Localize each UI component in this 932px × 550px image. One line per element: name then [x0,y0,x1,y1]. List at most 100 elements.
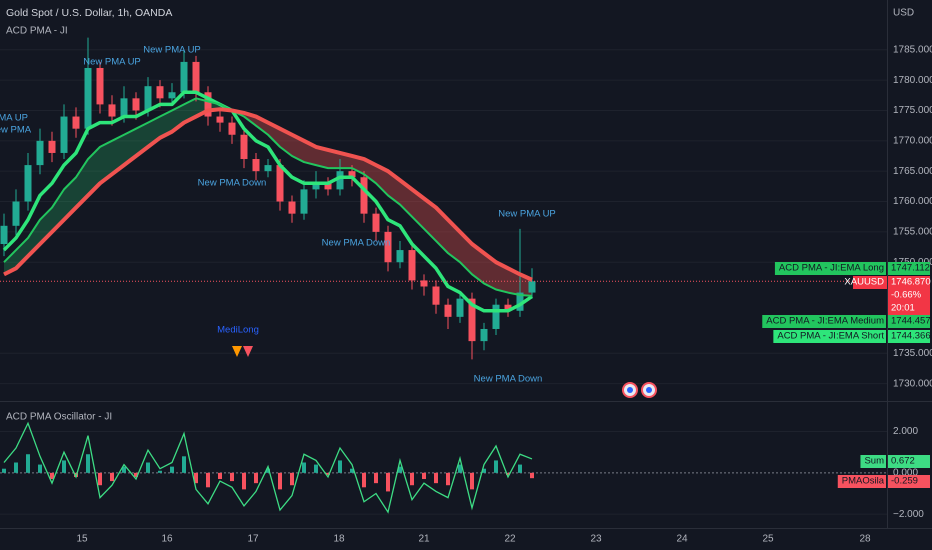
histogram-bar [206,472,210,488]
histogram-bar [278,472,282,490]
label-box [773,330,886,343]
signal-triangle [232,346,242,357]
candle-body [360,177,368,214]
candle-body [408,250,416,281]
value-label: 1747.112 [891,263,930,274]
label-box [853,276,887,289]
ema-band [88,146,100,196]
candle-body [240,134,248,160]
label-box [762,315,886,328]
x-tick-label: 23 [590,534,602,545]
event-icon[interactable] [622,382,638,398]
y-tick-label: 1775.000 [893,105,932,116]
label-box [888,276,930,316]
label-box [860,455,886,468]
candle-body [72,116,80,129]
candle-body [108,104,116,117]
histogram-bar [362,472,366,488]
countdown-label: 20:01 [891,303,915,314]
ema-band [160,110,172,138]
ema-band [76,159,88,208]
annotation: MediLong [217,325,259,336]
annotation: PMA UP [0,113,28,124]
signal-triangle [243,346,253,357]
candle-body [0,225,8,245]
candle-body [96,67,104,105]
histogram-bar [386,472,390,492]
annotation: New PMA Down [198,178,267,189]
candle-body [228,122,236,135]
y-tick-label: 0.000 [893,467,918,478]
ema-band [472,244,484,284]
change-label: -0.66% [891,290,922,301]
histogram-bar [50,472,54,480]
histogram-bar [434,472,438,484]
series-name-label: PMAOsila [842,476,885,487]
histogram-bar [110,472,114,482]
x-tick-label: 22 [504,534,516,545]
annotation: New PMA Down [322,238,391,249]
candle-body [60,116,68,153]
ema-band [280,128,292,156]
candle-body [288,201,296,214]
ema-band [316,146,328,169]
candle-body [48,140,56,153]
histogram-bar [290,472,294,486]
histogram-bar [254,472,258,484]
candle-body [24,165,32,202]
plot-area: 1785.000 1780.000 1775.000 1770.000 1765.000… [0,37,932,520]
histogram-bar [62,460,66,473]
candle-body [300,189,308,214]
indicator-name[interactable]: ACD PMA - JI [6,26,68,37]
candle-body [420,280,428,287]
oscillator-title[interactable]: ACD PMA Oscillator - JI [6,412,112,423]
candle-body [492,304,500,329]
histogram-bar [146,462,150,473]
candle-body [204,92,212,117]
candle-body [312,183,320,190]
histogram-bar [134,472,138,477]
value-label: 0.672 [891,456,915,467]
label-box [774,262,886,275]
currency: USD [893,8,914,19]
candle-body [456,298,464,317]
histogram-bar [374,472,378,484]
candle-body [216,116,224,123]
value-label: 1744.366 [891,331,931,342]
candle-body [264,165,272,172]
annotation: New PMA UP [83,57,141,68]
histogram-bar [338,460,342,473]
histogram-bar [326,472,330,475]
histogram-bar [302,462,306,473]
ema-band [100,140,112,184]
x-tick-label: 21 [418,534,430,545]
histogram-bar [230,472,234,482]
event-icon[interactable] [641,382,657,398]
ema-band [112,134,124,175]
annotation: New PMA UP [143,45,201,56]
symbol-label: XAUUSD [844,277,884,288]
histogram-bar [170,466,174,473]
histogram-bar [314,464,318,473]
candle-body [504,304,512,311]
annotation: New PMA [0,125,32,136]
histogram-bar [158,470,162,473]
ema-band [496,262,508,293]
ema-band [352,155,364,175]
y-tick-label: 1760.000 [893,196,932,207]
value-label: -0.259 [891,476,918,487]
histogram-bar [410,472,414,486]
candle-body [84,67,92,129]
histogram-bar [458,464,462,473]
ema-band [328,149,340,169]
candle-body [480,328,488,342]
candle-body [384,231,392,263]
y-tick-label: 1770.000 [893,135,932,146]
y-tick-label: −2.000 [893,509,924,520]
label-box [888,475,930,488]
histogram-bar [470,472,474,490]
series-name-label: ACD PMA - JI:EMA Long [779,263,884,274]
histogram-bar [98,472,102,486]
histogram-bar [86,454,90,473]
